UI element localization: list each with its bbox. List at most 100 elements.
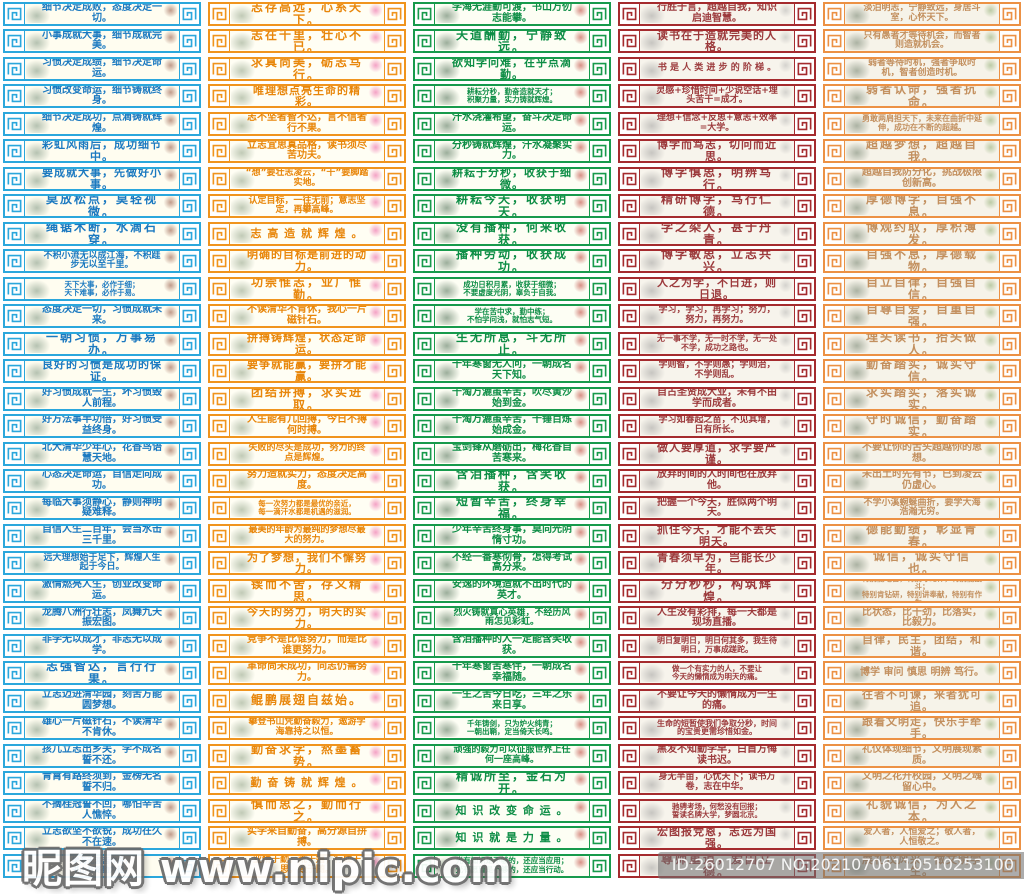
banner-strip: 认定目标，一往无前；意志坚定，再攀高峰。 — [208, 194, 406, 219]
fret-ornament-icon — [825, 333, 845, 354]
banner-strip: 厚德博学，自强不息。 — [823, 194, 1021, 219]
banner-text: 不积小流无以成江海，不积跬步无以至千里。 — [43, 251, 161, 271]
fret-ornament-icon — [620, 690, 640, 711]
fret-ornament-icon — [589, 663, 609, 684]
fret-ornament-icon — [415, 580, 435, 601]
banner-strip: 学习如春起之苗，不见其增，日有所长。 — [618, 414, 816, 439]
banner-panel: 勤奋踏实，诚实守信。 — [845, 361, 999, 382]
fret-ornament-icon — [415, 388, 435, 409]
fret-ornament-icon — [794, 498, 814, 519]
banner-strip: 耕耘今天，收获明天。 — [413, 194, 611, 219]
banner-strip: 求真尚美，砺志笃行。 — [208, 56, 406, 81]
banner-panel: 良好的习惯是成功的保证。 — [25, 361, 179, 382]
fret-ornament-icon — [5, 773, 25, 794]
fret-ornament-icon — [210, 828, 230, 849]
banner-strip: 不摘桂冠誓不回，哪怕辛苦人憔悴。 — [3, 798, 201, 823]
banner-text: 细节决定成功，点滴铸就辉煌。 — [42, 113, 162, 134]
fret-ornament-icon — [415, 223, 435, 244]
fret-ornament-icon — [210, 773, 230, 794]
banner-text: 实学来自勤奋，高分源自拼搏。 — [247, 828, 367, 849]
fret-ornament-icon — [794, 31, 814, 52]
fret-ornament-icon — [210, 443, 230, 464]
banner-strip: 唯理想点亮生命的精彩。 — [208, 84, 406, 109]
banner-panel: 耕耘于分秒，收获于细微。 — [435, 168, 589, 189]
fret-ornament-icon — [5, 333, 25, 354]
banner-strip: 好习惯成就一生，坏习惯毁人前程。 — [3, 386, 201, 411]
banner-strip: 志强智达，言行行果。 — [3, 661, 201, 686]
fret-ornament-icon — [620, 196, 640, 217]
fret-ornament-icon — [5, 745, 25, 766]
fret-ornament-icon — [589, 113, 609, 134]
banner-panel: 勤奋求学，熬墨蓄势。 — [230, 745, 384, 766]
banner-text: 好方法事半功倍，好习惯受益终身。 — [42, 416, 162, 437]
fret-ornament-icon — [589, 333, 609, 354]
banner-panel: 放弃时间的人时间也在放弃他。 — [640, 470, 794, 491]
banner-strip: 学则智，不学则愚；学则治，不学则乱。 — [618, 359, 816, 384]
banner-panel: 不学小溪蜿蜒曲折，要学大海浩瀚无穷。 — [845, 498, 999, 519]
fret-ornament-icon — [5, 828, 25, 849]
banner-text: 守时诚信，勤奋踏实。 — [865, 416, 978, 437]
banner-panel: 顽强的毅力可以征服世界上任何一座高峰。 — [435, 745, 589, 766]
fret-ornament-icon — [999, 470, 1019, 491]
banner-panel: 今天的努力，明天的实力。 — [230, 608, 384, 629]
banner-strip: 播种劳动，收获成功。 — [413, 249, 611, 274]
fret-ornament-icon — [620, 168, 640, 189]
fret-ornament-icon — [999, 580, 1019, 601]
banner-text: 锲而不舍，存义精思。 — [250, 580, 363, 601]
fret-ornament-icon — [5, 663, 25, 684]
banner-text: 习惯改变命运，细节铸就终身。 — [42, 86, 162, 107]
fret-ornament-icon — [589, 580, 609, 601]
fret-ornament-icon — [620, 361, 640, 382]
fret-ornament-icon — [825, 608, 845, 629]
banner-text: 驰骋考场，何愁没有回报； 誓读名牌大学，梦圆北京。 — [672, 801, 762, 819]
banner-text: 千淘万漉虽辛苦，吹尽黄沙始到金。 — [452, 388, 572, 409]
fret-ornament-icon — [825, 663, 845, 684]
banner-strip: 弱者认命，强者抗命。 — [823, 84, 1021, 109]
banner-text: 每临大事须静心，静则神明疑难释。 — [42, 498, 162, 519]
banner-text: 千年铸剑，只为炉火纯青； 一朝出鞘，定当倚天长鸣。 — [467, 719, 557, 737]
banner-text: 弱者等待时机，强者争取时机，智者创造时机。 — [867, 58, 976, 78]
fret-ornament-icon — [589, 4, 609, 24]
fret-ornament-icon — [794, 4, 814, 24]
fret-ornament-icon — [620, 31, 640, 52]
banner-text: 安逸的环境造就不出时代的英才。 — [452, 580, 572, 601]
fret-ornament-icon — [179, 251, 199, 272]
banner-panel: 最美的年龄为最纯的梦想尽最大的努力。 — [230, 525, 384, 546]
banner-panel: 激情燃亮人生，创业改变命运。 — [25, 580, 179, 601]
banner-text: 志在千里，壮心不已。 — [250, 31, 363, 52]
banner-text: 北大清华少年心，花香鸟语慧天地。 — [42, 443, 162, 464]
fret-ornament-icon — [999, 31, 1019, 52]
fret-ornament-icon — [384, 553, 404, 574]
banner-strip: 功崇惟志，业广惟勤。 — [208, 276, 406, 301]
banner-panel: 超越梦想，超越自我。 — [845, 141, 999, 162]
banner-text: 勤奋求学，熬墨蓄势。 — [250, 745, 363, 766]
fret-ornament-icon — [5, 306, 25, 327]
banner-strip: 宝剑锋从磨砺出，梅花香自苦寒来。 — [413, 441, 611, 466]
banner-panel: 未出土时先有节，已到凌云仍虚心。 — [845, 470, 999, 491]
fret-ornament-icon — [999, 113, 1019, 134]
fret-ornament-icon — [210, 361, 230, 382]
fret-ornament-icon — [5, 4, 25, 24]
fret-ornament-icon — [999, 553, 1019, 574]
fret-ornament-icon — [825, 361, 845, 382]
fret-ornament-icon — [179, 773, 199, 794]
banner-text: 天下大事，必作于细； 天下难事，必作于易。 — [64, 279, 140, 297]
banner-strip: 超越自我防分化，挑战极限创新高。 — [823, 166, 1021, 191]
banner-text: 分分秒秒，构筑辉煌。 — [660, 580, 773, 601]
banner-strip: 耕耘于分秒，收获于细微。 — [413, 166, 611, 191]
fret-ornament-icon — [589, 416, 609, 437]
banner-panel: 自立自律，自强自信。 — [845, 278, 999, 299]
banner-strip: 千年铸剑，只为炉火纯青； 一朝出鞘，定当倚天长鸣。 — [413, 716, 611, 741]
banner-text: 绳锯木断，水滴石穿。 — [45, 223, 158, 244]
fret-ornament-icon — [794, 58, 814, 79]
fret-ornament-icon — [620, 141, 640, 162]
fret-ornament-icon — [210, 690, 230, 711]
fret-ornament-icon — [589, 196, 609, 217]
banner-strip: 彩虹风雨后，成功细节中。 — [3, 139, 201, 164]
banner-text: 革命尚未成功，同志仍需努力。 — [247, 663, 367, 684]
fret-ornament-icon — [5, 525, 25, 546]
fret-ornament-icon — [179, 553, 199, 574]
fret-ornament-icon — [825, 388, 845, 409]
banner-text: 知 识 就 是 力 量 。 — [455, 831, 569, 845]
banner-panel: 文明之花开校园，文明之魂留心中。 — [845, 773, 999, 794]
